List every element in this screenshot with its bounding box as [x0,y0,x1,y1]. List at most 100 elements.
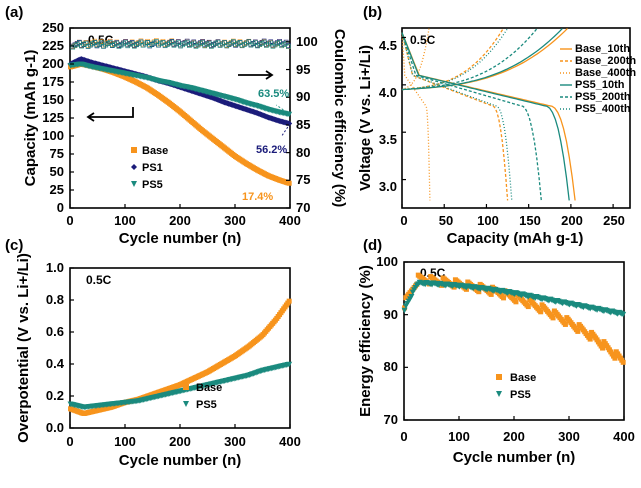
b-ytick: 4.5 [379,38,397,53]
d-energy-efficiency-point [488,291,494,297]
d-energy-efficiency-point [538,309,544,315]
panel-c-label: (c) [5,237,23,254]
a-xlabel: Cycle number (n) [119,230,242,247]
d-legend-marker-base [496,374,502,380]
panel-b: (b) 0 50 100 150 200 250 3.0 3.5 4.0 4.5… [357,4,636,247]
b-legend-base10: Base_10th [575,43,630,55]
d-xtick: 400 [613,429,635,444]
panel-a-y2-ticks: 70 75 80 85 90 95 100 [296,34,318,215]
d-ylabel: Energy efficiency (%) [357,265,374,417]
a-annotation-line [275,104,291,115]
d-xtick: 200 [503,429,525,444]
d-energy-efficiency-point [525,304,531,310]
a-ytick: 125 [42,110,64,125]
panel-b-legend: Base_10th Base_200th Base_400th PS5_10th… [560,43,636,115]
b-discharge-curve [401,32,542,201]
d-rate-label: 0.5C [420,266,446,280]
a-annotation-ps1: 56.2% [256,144,287,156]
a-ytick: 200 [42,56,64,71]
panel-a-legend: Base PS1 PS5 [131,145,168,191]
c-ytick: 0.6 [46,324,64,339]
b-xtick: 100 [477,213,499,228]
a-ytick: 25 [50,182,64,197]
b-xtick: 150 [519,213,541,228]
b-xtick: 50 [439,213,453,228]
a-ytick: 225 [42,38,64,53]
c-rate-label: 0.5C [86,273,112,287]
c-legend-marker-base [183,384,189,390]
d-ytick: 100 [376,254,398,269]
c-ylabel: Overpotential (V vs. Li+/Li) [15,253,32,443]
c-ytick: 0.0 [46,420,64,435]
a-annotation-line [281,123,291,137]
c-xtick: 200 [169,434,191,449]
d-xtick: 100 [448,429,470,444]
b-legend-base200: Base_200th [575,55,636,67]
a-legend-ps5: PS5 [142,179,163,191]
a-xtick: 400 [279,213,301,228]
c-xlabel: Cycle number (n) [119,452,242,469]
c-xtick: 0 [66,434,73,449]
panel-a-plot [67,27,293,209]
c-ytick: 0.2 [46,388,64,403]
a-left-axis-arrow [86,107,134,122]
b-charge-curve [401,27,538,91]
a-ytick: 150 [42,92,64,107]
panel-d-label: (d) [363,237,382,254]
d-energy-efficiency-point [408,294,415,300]
b-charge-curve [401,28,509,91]
b-xtick: 250 [603,213,625,228]
a-xtick: 100 [114,213,136,228]
d-energy-efficiency-point [501,295,507,301]
d-energy-efficiency-point [575,328,581,334]
d-energy-efficiency-point [620,311,627,318]
c-overpotential-point [286,298,292,304]
b-discharge-curve [401,32,509,201]
b-legend-base400: Base_400th [575,67,636,79]
b-discharge-curve [401,32,431,201]
b-ytick: 3.0 [379,179,397,194]
panel-c-legend: Base PS5 [183,382,222,411]
b-legend-ps510: PS5_10th [575,79,625,91]
b-discharge-curve [401,32,570,201]
panel-b-plot [401,27,614,208]
a-ytick: 100 [42,128,64,143]
c-ytick: 0.4 [46,356,65,371]
a-annotation-base: 17.4% [242,191,273,203]
d-energy-efficiency-point [562,321,568,327]
a-y2tick: 70 [296,200,310,215]
a-ylabel: Capacity (mAh g-1) [22,50,39,187]
b-ylabel: Voltage (V vs. Li+/Li) [357,45,374,191]
b-legend-ps5200: PS5_200th [575,91,631,103]
c-xtick: 100 [114,434,136,449]
c-legend-base: Base [196,382,222,394]
b-xlabel: Capacity (mAh g-1) [447,230,584,247]
b-xtick: 0 [400,213,407,228]
a-xtick: 200 [169,213,191,228]
d-ytick: 90 [384,307,398,322]
panel-d-plot [401,261,627,421]
panel-a-y-ticks: 0 25 50 75 100 125 150 175 200 225 250 [42,20,64,215]
b-ytick: 4.0 [379,85,397,100]
a-capacity-point [286,111,293,118]
b-ytick: 3.5 [379,132,397,147]
a-xtick: 0 [66,213,73,228]
d-ytick: 80 [384,359,398,374]
a-y2tick: 75 [296,172,310,187]
c-overpotential-point [286,361,293,368]
a-y2tick: 95 [296,62,310,77]
a-capacity-point [286,180,292,186]
a-y2label: Coulombic efficiency (%) [331,29,348,207]
a-y2tick: 80 [296,145,310,160]
a-ytick: 175 [42,74,64,89]
a-right-axis-arrow [238,70,274,80]
a-legend-marker-ps1 [131,164,137,170]
a-ytick: 75 [50,146,64,161]
panel-a-x-ticks: 0 100 200 300 400 [66,213,300,228]
b-charge-curve [401,28,430,91]
a-legend-marker-ps5 [131,181,137,187]
d-energy-efficiency-point [476,289,482,295]
a-ytick: 250 [42,20,64,35]
d-xlabel: Cycle number (n) [453,449,576,466]
